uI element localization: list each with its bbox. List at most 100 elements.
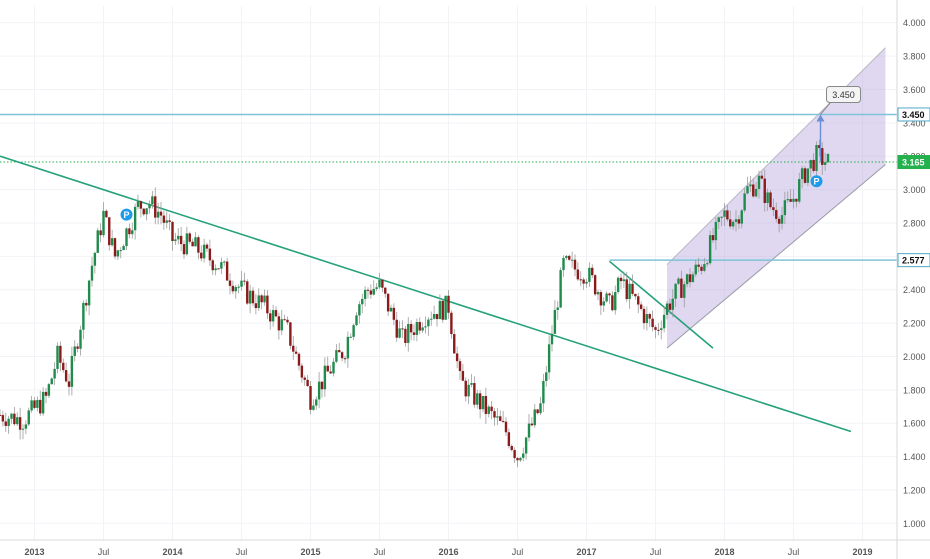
candle	[657, 322, 660, 336]
candle	[404, 325, 407, 347]
candle	[611, 291, 614, 312]
candle-body	[642, 308, 646, 324]
candle-body	[582, 279, 585, 284]
candle-body	[292, 345, 295, 352]
candle	[395, 311, 398, 342]
candle	[145, 208, 148, 221]
candle	[674, 283, 677, 308]
candle	[530, 417, 534, 427]
y-tick-label: 3.600	[903, 85, 926, 95]
candle	[585, 278, 588, 288]
candle	[151, 191, 154, 209]
candle	[243, 272, 246, 286]
price-badges: 3.450 3.165 2.577	[897, 107, 930, 268]
candle	[418, 317, 421, 335]
candle-body	[464, 380, 467, 397]
candle-body	[809, 159, 812, 169]
candle	[297, 352, 301, 371]
candle	[458, 358, 462, 380]
candle	[326, 356, 329, 372]
candle-body	[243, 280, 246, 282]
candle-body	[792, 198, 795, 202]
candle-body	[90, 265, 94, 281]
candle	[205, 242, 209, 253]
candle-body	[706, 263, 709, 265]
candle	[499, 410, 502, 422]
candle-body	[358, 304, 361, 316]
x-tick-label: 2018	[714, 547, 734, 557]
candle	[510, 444, 513, 452]
candle-body	[254, 303, 258, 309]
candle	[565, 254, 568, 261]
candle	[358, 301, 361, 324]
candle-body	[550, 333, 554, 345]
candle-body	[171, 221, 174, 242]
candle	[384, 287, 387, 298]
candle	[545, 365, 548, 387]
candle	[182, 240, 186, 259]
candle	[720, 216, 723, 227]
candle	[478, 390, 482, 419]
candle	[800, 165, 804, 189]
pivot-marker-label: P	[123, 210, 129, 220]
candle	[122, 244, 125, 251]
candle-body	[260, 295, 263, 303]
candle-body	[251, 290, 255, 304]
candle	[803, 166, 807, 185]
candle-body	[766, 192, 769, 204]
candle-body	[392, 307, 396, 320]
candle	[53, 362, 56, 385]
candle-body	[691, 274, 695, 283]
candle-body	[680, 278, 683, 298]
candle	[726, 205, 729, 222]
target-arrow-head-icon	[816, 114, 825, 122]
candle-body	[182, 244, 186, 255]
candle	[818, 139, 821, 157]
candle	[481, 395, 485, 413]
candle-body	[39, 399, 42, 414]
candle	[519, 457, 522, 462]
candle-body	[102, 210, 105, 236]
y-tick-label: 3.000	[903, 185, 926, 195]
candle-body	[720, 216, 723, 218]
candle-body	[625, 279, 628, 300]
candle	[36, 396, 39, 412]
candle-body	[547, 344, 551, 373]
candle-body	[202, 244, 206, 259]
candle-body	[470, 383, 473, 385]
candle	[59, 341, 62, 372]
candle	[783, 191, 787, 225]
candle-body	[122, 246, 125, 251]
candle-body	[645, 314, 649, 324]
candle-body	[536, 409, 539, 414]
candle	[30, 395, 33, 413]
candle	[82, 300, 85, 340]
candle	[579, 271, 582, 287]
candle	[315, 396, 318, 410]
x-tick-label: 2017	[576, 547, 596, 557]
candle-body	[591, 267, 594, 276]
candle	[343, 355, 347, 364]
candle-body	[573, 259, 577, 270]
candle	[197, 235, 200, 260]
candle-body	[444, 295, 447, 320]
candle	[798, 172, 801, 204]
candle-body	[415, 321, 419, 335]
resistance-badge-box	[897, 253, 930, 268]
candle-body	[516, 458, 519, 461]
candle	[185, 226, 189, 256]
candle	[194, 232, 197, 247]
candle-body	[323, 365, 327, 390]
pivot-marker-label: P	[813, 177, 819, 187]
candle-body	[545, 372, 548, 381]
candle	[246, 279, 249, 305]
candle-body	[729, 219, 732, 227]
candle	[533, 404, 536, 428]
candle	[556, 301, 559, 320]
candle-body	[614, 292, 617, 311]
candle-body	[223, 261, 226, 263]
candle	[128, 223, 131, 239]
candle-body	[412, 332, 416, 335]
candle	[237, 284, 240, 294]
